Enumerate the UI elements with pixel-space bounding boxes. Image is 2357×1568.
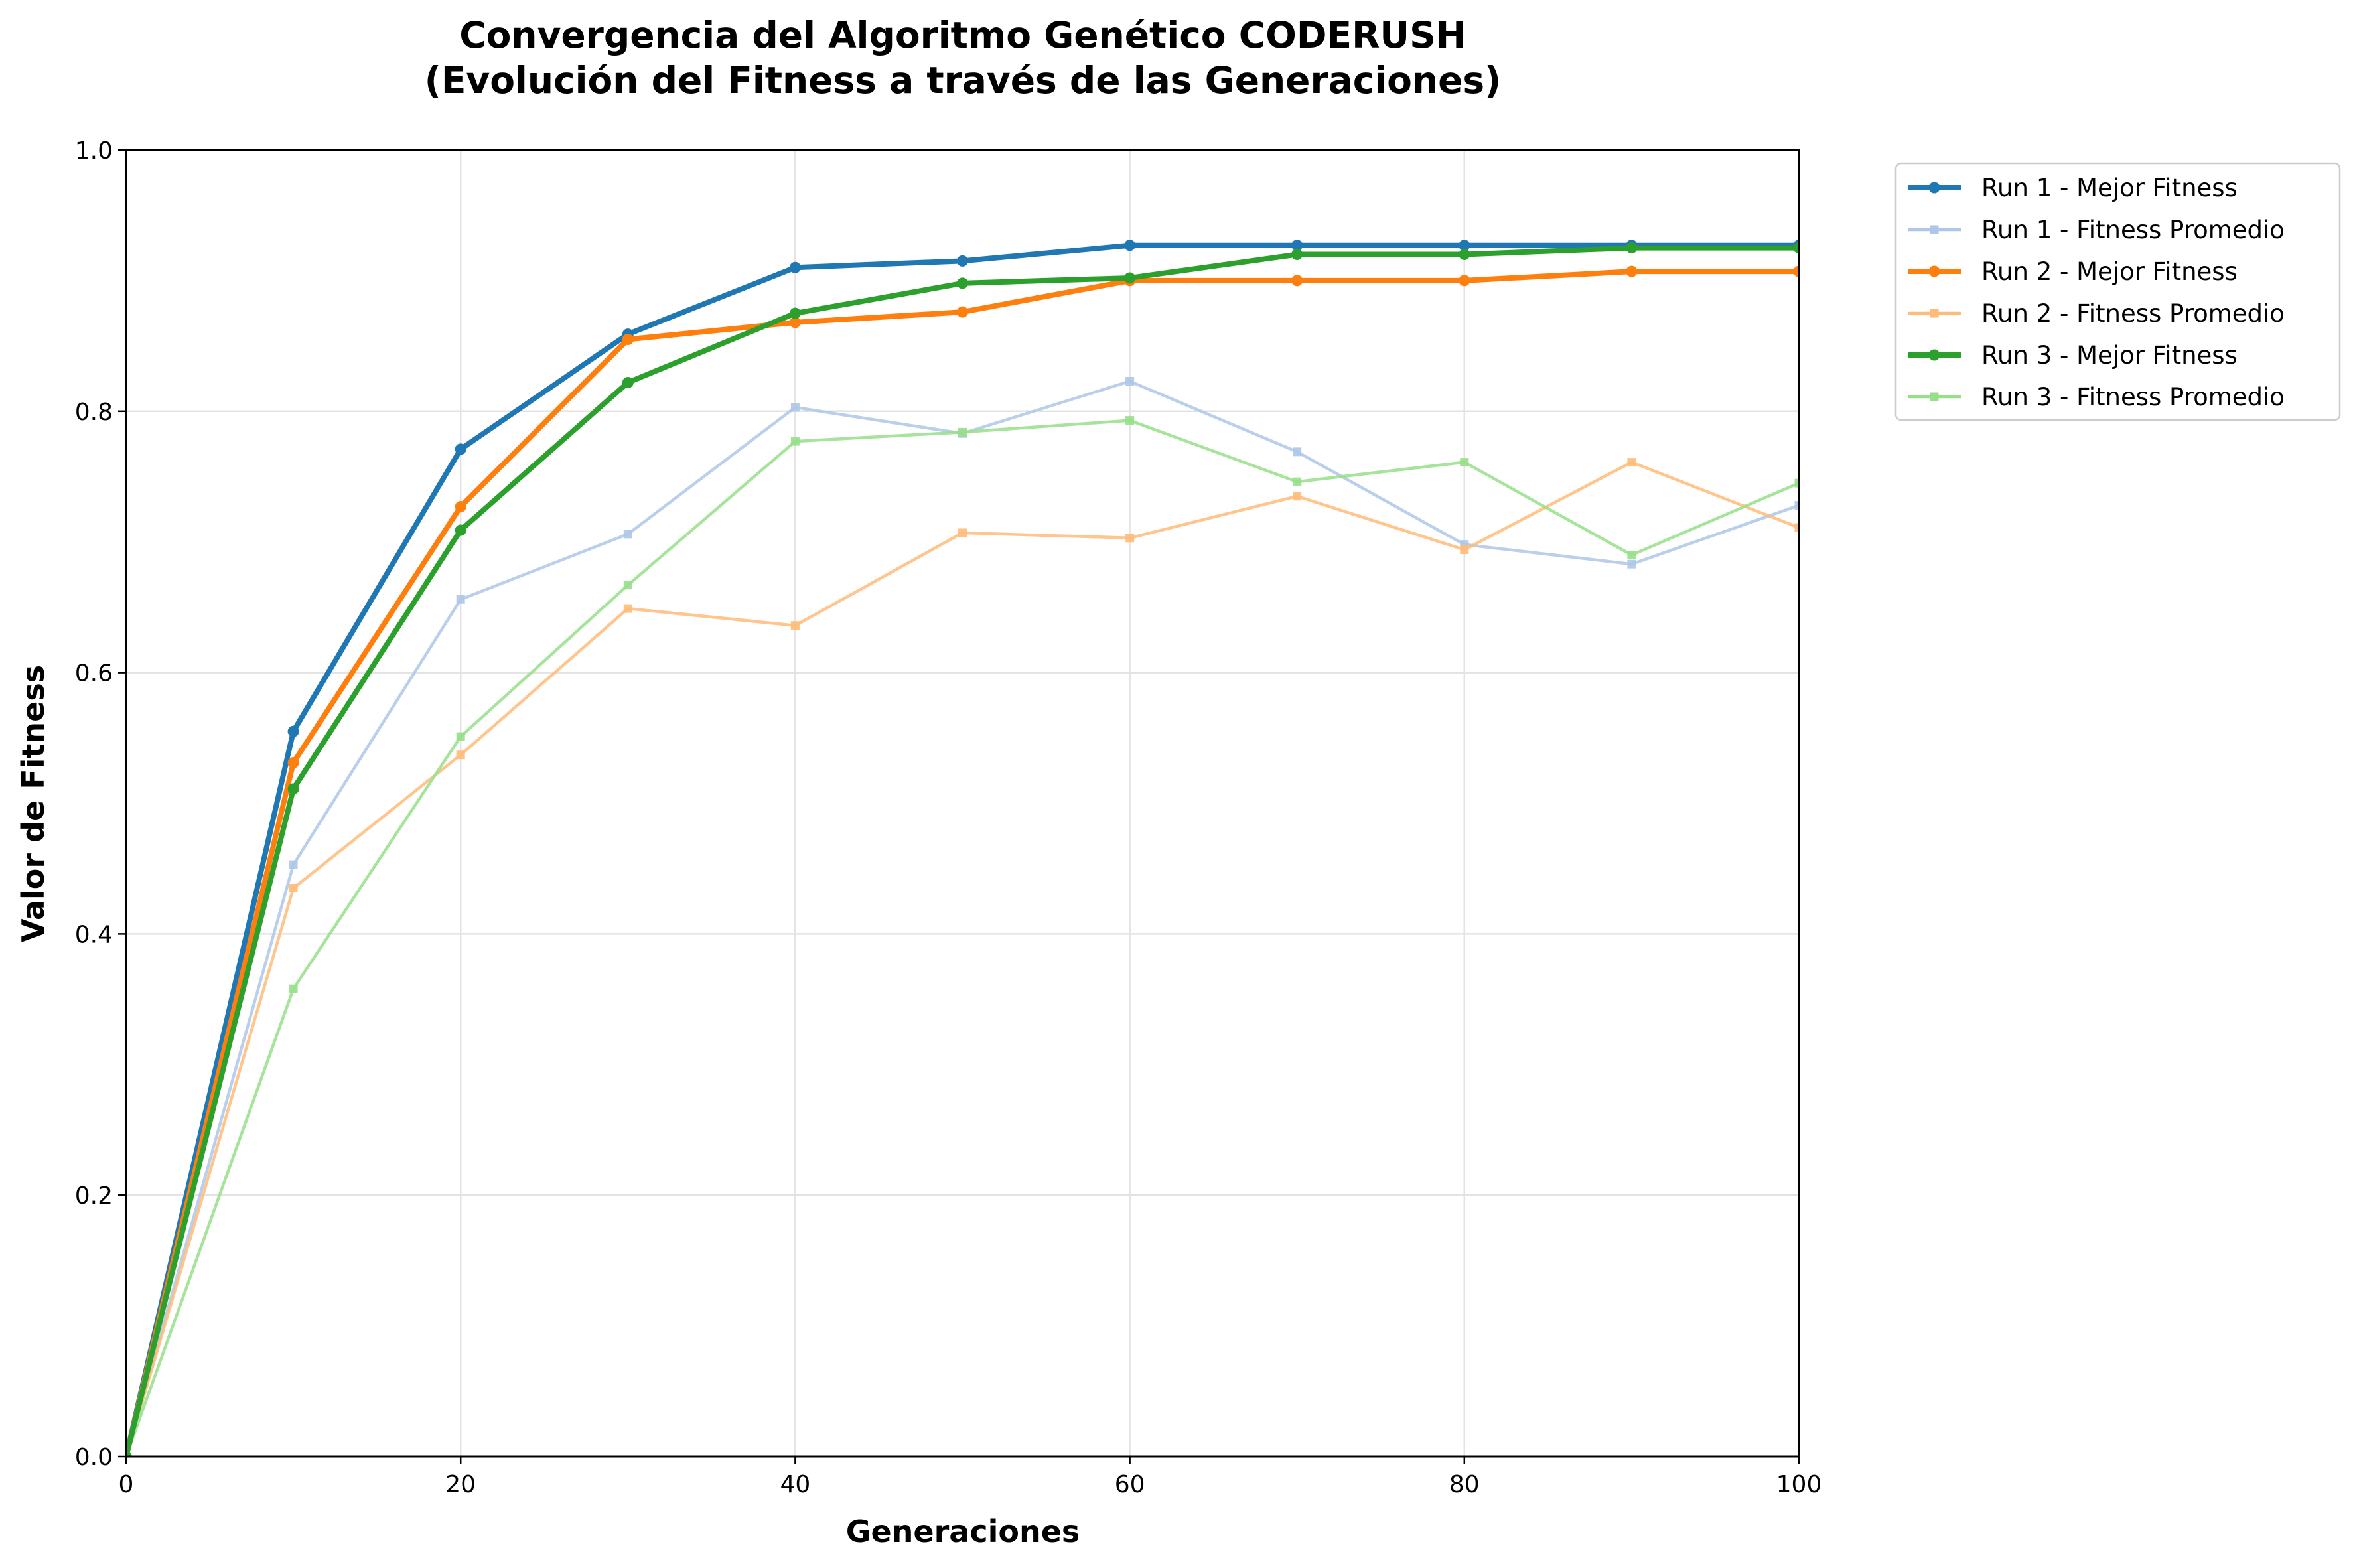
data-point <box>456 595 465 604</box>
data-point <box>958 427 967 437</box>
data-point <box>1291 275 1303 287</box>
legend-box <box>1894 162 2341 421</box>
data-point <box>1460 458 1469 467</box>
legend-label: Run 2 - Mejor Fitness <box>1981 257 2238 286</box>
data-point <box>789 317 801 328</box>
data-point <box>287 756 299 768</box>
data-point <box>289 984 298 993</box>
y-tick-label: 0.4 <box>75 921 113 948</box>
data-point <box>789 261 801 273</box>
data-point <box>790 403 800 412</box>
data-point <box>1125 534 1135 543</box>
data-point <box>1124 272 1136 284</box>
x-axis-label: Generaciones <box>846 1514 1080 1549</box>
data-point <box>1293 477 1302 486</box>
axis-ticks: 0 20 40 60 80 100 0.0 0.2 0.4 0.6 0.8 1.0 <box>75 137 1822 1498</box>
data-point <box>1627 559 1636 569</box>
data-point <box>623 581 632 590</box>
legend-marker <box>1930 392 1939 401</box>
data-point <box>1794 501 1799 510</box>
data-point <box>957 277 968 289</box>
x-tick-label: 80 <box>1449 1471 1480 1498</box>
x-tick-label: 20 <box>445 1471 476 1498</box>
data-point <box>1794 478 1799 488</box>
y-tick-label: 0.6 <box>75 660 113 687</box>
chart-subtitle: (Evolución del Fitness a través de las G… <box>425 59 1502 102</box>
legend-marker <box>1928 182 1940 194</box>
data-point <box>1460 545 1469 555</box>
data-point <box>789 307 801 319</box>
data-point <box>1794 523 1799 532</box>
data-point <box>790 621 800 630</box>
legend-label: Run 3 - Fitness Promedio <box>1981 383 2285 411</box>
legend-label: Run 2 - Fitness Promedio <box>1981 299 2285 328</box>
legend-marker <box>1930 309 1939 318</box>
data-point <box>1291 240 1303 251</box>
grid-lines <box>125 149 1800 1458</box>
legend: Run 1 - Mejor Fitness Run 1 - Fitness Pro… <box>1894 162 2341 421</box>
data-point <box>1626 242 1638 254</box>
data-point <box>623 604 632 613</box>
legend-marker <box>1930 225 1939 234</box>
data-point <box>958 528 967 537</box>
y-tick-label: 1.0 <box>75 137 113 165</box>
x-tick-label: 40 <box>780 1471 810 1498</box>
data-point <box>1459 240 1470 251</box>
data-point <box>287 783 299 795</box>
data-point <box>1459 249 1470 261</box>
data-point <box>456 732 465 741</box>
legend-marker <box>1928 349 1940 361</box>
chart-title: Convergencia del Algoritmo Genético CODE… <box>459 14 1466 56</box>
data-point <box>622 376 634 388</box>
y-axis-label: Valor de Fitness <box>15 665 51 942</box>
data-point <box>1125 416 1135 425</box>
data-point <box>287 725 299 737</box>
data-point <box>126 1451 132 1457</box>
data-point <box>289 883 298 892</box>
data-point <box>1793 242 1799 254</box>
data-point <box>790 437 800 446</box>
legend-label: Run 1 - Mejor Fitness <box>1981 174 2238 202</box>
y-tick-label: 0.0 <box>75 1444 113 1471</box>
plot-series <box>126 240 1799 1457</box>
data-point <box>456 750 465 760</box>
data-point <box>455 501 466 513</box>
data-point <box>1291 249 1303 261</box>
data-point <box>1125 377 1135 386</box>
y-tick-label: 0.8 <box>75 399 113 426</box>
data-point <box>957 255 968 267</box>
legend-label: Run 3 - Mejor Fitness <box>1981 341 2238 370</box>
data-point <box>1627 458 1636 467</box>
data-point <box>1293 492 1302 501</box>
data-point <box>455 443 466 455</box>
data-point <box>1626 265 1638 277</box>
data-point <box>1124 240 1136 251</box>
series-run-2-fitness-promedio <box>126 458 1799 1457</box>
data-point <box>1627 550 1636 559</box>
legend-label: Run 1 - Fitness Promedio <box>1981 216 2285 244</box>
data-point <box>957 306 968 318</box>
x-tick-label: 60 <box>1115 1471 1145 1498</box>
legend-marker <box>1928 265 1940 277</box>
data-point <box>622 334 634 346</box>
data-point <box>1459 275 1470 287</box>
plot-frame <box>125 149 1800 1458</box>
x-tick-label: 100 <box>1776 1471 1822 1498</box>
data-point <box>1793 265 1799 277</box>
data-point <box>289 860 298 869</box>
y-tick-label: 0.2 <box>75 1182 113 1210</box>
data-point <box>623 530 632 539</box>
series-run-3-mejor-fitness <box>126 242 1799 1457</box>
data-point <box>1293 447 1302 457</box>
x-tick-label: 0 <box>119 1471 134 1498</box>
data-point <box>455 524 466 536</box>
